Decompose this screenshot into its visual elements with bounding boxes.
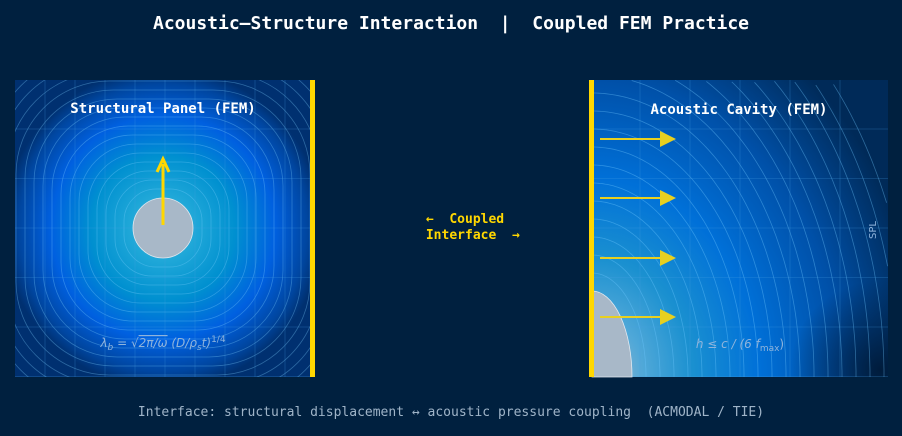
contour-line <box>592 164 731 377</box>
coupled-interface-label: ← Coupled Interface → <box>400 212 530 244</box>
mesh-grid <box>590 80 888 377</box>
coupled-label-line2: Interface → <box>410 228 520 243</box>
contour-line <box>592 182 717 377</box>
contour-line <box>69 134 257 322</box>
contour-line <box>60 125 266 331</box>
contour-line <box>592 272 647 377</box>
contour-line <box>78 143 248 313</box>
contour-line <box>592 254 661 377</box>
contour-line <box>833 84 887 203</box>
mesh-size-formula: h ≤ c / (6 fmax) <box>696 337 784 354</box>
footer-caption: Interface: structural displacement ↔ aco… <box>137 405 765 420</box>
pressure-arrows <box>600 131 676 325</box>
contour-line <box>815 84 888 267</box>
contour-line <box>592 218 689 377</box>
contour-line <box>731 81 843 377</box>
coupled-label-line1: ← Coupled <box>425 212 505 227</box>
peak-pressure-zone <box>591 290 633 378</box>
contour-line <box>674 79 815 377</box>
contour-line <box>631 80 801 377</box>
contour-line <box>794 81 885 377</box>
contour-line <box>51 116 275 340</box>
contour-line <box>592 128 759 377</box>
contour-line <box>592 110 773 377</box>
contour-line <box>24 89 302 367</box>
structural-panel-title: Structural Panel (FEM) <box>70 101 255 117</box>
bending-wavelength-formula: λb = √2π/ω (D/ρst)1/4 <box>99 335 225 353</box>
contour-line <box>774 80 871 377</box>
structural-panel: Structural Panel (FEM) λb = √2π/ω (D/ρst… <box>15 80 315 377</box>
acoustic-cavity-title: Acoustic Cavity (FEM) <box>650 102 827 118</box>
contour-line <box>592 92 787 377</box>
contour-line <box>87 152 239 304</box>
arrow-head-icon <box>155 155 171 173</box>
contour-line <box>592 236 675 377</box>
contour-line <box>42 107 284 349</box>
contour-line <box>33 98 293 358</box>
page-title: Acoustic–Structure Interaction | Coupled… <box>152 13 750 34</box>
acoustic-interface-edge <box>589 80 594 377</box>
contour-line <box>592 146 745 377</box>
contour-line <box>706 81 829 377</box>
spl-label: SPL <box>868 221 879 239</box>
structural-interface-edge <box>310 80 315 377</box>
acoustic-cavity: Acoustic Cavity (FEM) SPL h ≤ c / (6 fma… <box>589 79 888 378</box>
contour-line <box>754 82 857 377</box>
